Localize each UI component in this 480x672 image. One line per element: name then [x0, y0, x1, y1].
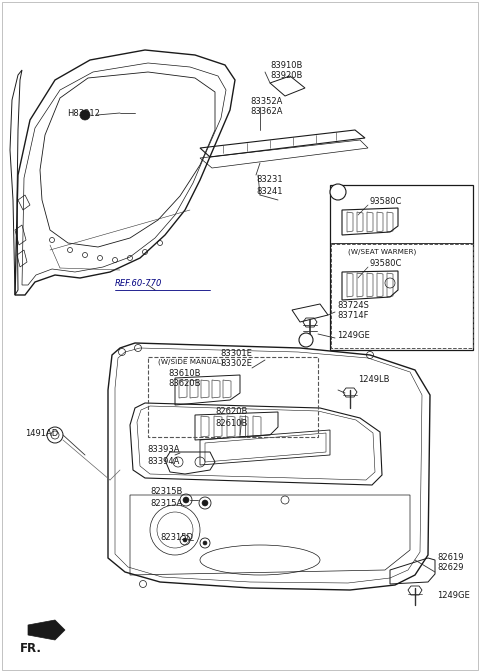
Text: REF.60-770: REF.60-770: [115, 280, 162, 288]
Bar: [331, 244, 473, 348]
Text: a: a: [336, 187, 340, 196]
Text: 83610B: 83610B: [168, 368, 201, 378]
Text: 83714F: 83714F: [337, 312, 369, 321]
Text: 1491AD: 1491AD: [25, 429, 58, 437]
Text: FR.: FR.: [20, 642, 42, 655]
Text: 83241: 83241: [256, 187, 283, 196]
Text: 93580C: 93580C: [370, 259, 402, 269]
Circle shape: [183, 538, 187, 542]
Text: 82315B: 82315B: [150, 487, 182, 497]
Text: 83302E: 83302E: [220, 360, 252, 368]
Text: 1249GE: 1249GE: [337, 331, 370, 339]
Text: H83912: H83912: [67, 108, 100, 118]
Text: 82629: 82629: [437, 564, 464, 573]
Text: 83352A: 83352A: [250, 97, 282, 106]
Circle shape: [183, 497, 189, 503]
Text: 83920B: 83920B: [270, 71, 302, 81]
Circle shape: [330, 184, 346, 200]
Bar: [330, 185, 473, 350]
Text: 83393A: 83393A: [147, 446, 180, 454]
Text: 83724S: 83724S: [337, 300, 369, 310]
Text: a: a: [304, 337, 308, 343]
Circle shape: [299, 333, 313, 347]
Text: 83362A: 83362A: [250, 108, 283, 116]
Text: 83231: 83231: [256, 175, 283, 185]
Text: 82610B: 82610B: [215, 419, 247, 427]
Circle shape: [203, 541, 207, 545]
Text: 93580C: 93580C: [370, 198, 402, 206]
Circle shape: [80, 110, 90, 120]
Polygon shape: [28, 620, 65, 640]
Text: 82315D: 82315D: [160, 532, 193, 542]
Text: 82619: 82619: [437, 552, 464, 562]
Bar: [148, 357, 318, 437]
Text: 82315A: 82315A: [150, 499, 182, 507]
Text: (W/SIDE MANUAL): (W/SIDE MANUAL): [158, 359, 224, 366]
Text: 82620B: 82620B: [215, 407, 247, 417]
Text: 1249LB: 1249LB: [358, 376, 389, 384]
Text: 83620B: 83620B: [168, 380, 201, 388]
Text: (W/SEAT WARMER): (W/SEAT WARMER): [348, 249, 416, 255]
Circle shape: [202, 500, 208, 506]
Text: 83301E: 83301E: [220, 349, 252, 358]
Text: 1249GE: 1249GE: [437, 591, 470, 601]
Text: 83394A: 83394A: [147, 456, 180, 466]
Text: 83910B: 83910B: [270, 60, 302, 69]
